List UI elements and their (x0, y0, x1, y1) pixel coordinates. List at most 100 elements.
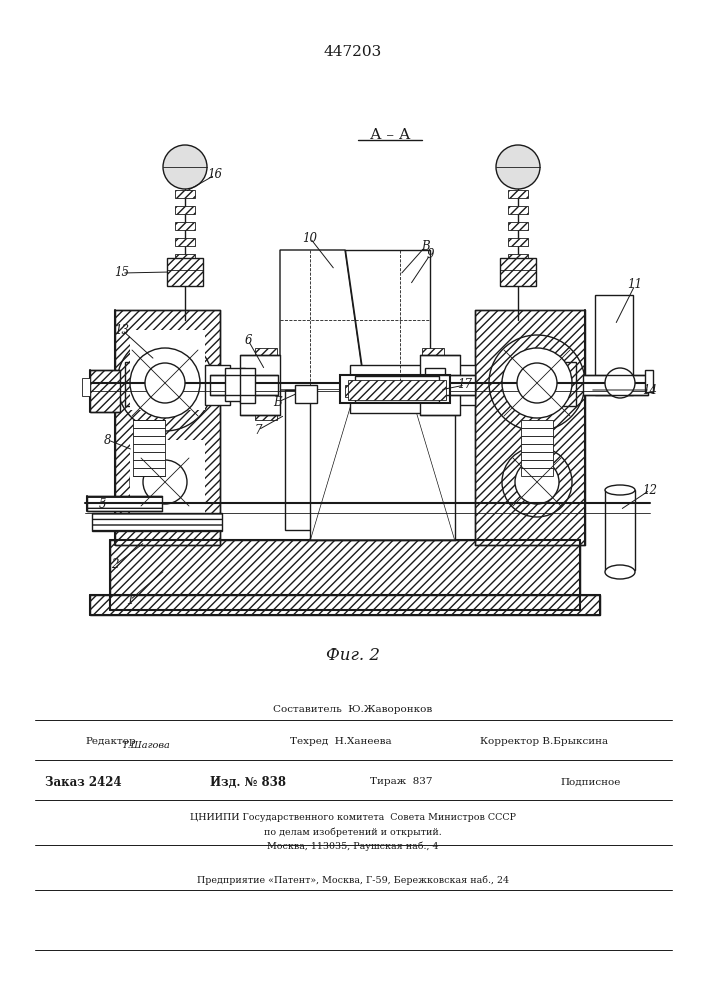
Text: по делам изобретений и открытий.: по делам изобретений и открытий. (264, 827, 442, 837)
Text: 10: 10 (303, 232, 317, 244)
Bar (348, 380, 446, 400)
Circle shape (117, 335, 213, 431)
Text: 9: 9 (426, 248, 434, 261)
Bar (125, 362, 153, 406)
Bar (350, 365, 440, 413)
Bar (450, 365, 475, 405)
Bar (133, 444, 165, 452)
Bar (521, 444, 553, 452)
Bar (92, 513, 222, 531)
Text: Техред  Н.Ханеева: Техред Н.Ханеева (290, 738, 392, 746)
Bar (255, 348, 277, 420)
Circle shape (502, 447, 572, 517)
Bar (175, 254, 195, 262)
Bar (130, 440, 205, 530)
Text: 17: 17 (457, 378, 472, 391)
Bar (422, 375, 475, 395)
Bar (583, 375, 648, 395)
Text: 7: 7 (255, 424, 262, 436)
Text: 12: 12 (643, 484, 658, 496)
Circle shape (515, 460, 559, 504)
Bar (87, 496, 162, 511)
Bar (167, 258, 203, 286)
Text: Т.Шагова: Т.Шагова (122, 742, 171, 750)
Ellipse shape (605, 485, 635, 495)
Polygon shape (345, 250, 430, 390)
Bar (133, 420, 165, 428)
Bar (110, 540, 580, 610)
Text: 447203: 447203 (324, 45, 382, 59)
Text: Тираж  837: Тираж 837 (370, 778, 433, 786)
Bar (90, 370, 120, 412)
Circle shape (502, 348, 572, 418)
Text: 14: 14 (643, 383, 658, 396)
Bar (175, 206, 195, 214)
Polygon shape (410, 390, 455, 540)
Circle shape (130, 348, 200, 418)
Circle shape (489, 335, 585, 431)
Polygon shape (280, 250, 365, 390)
Text: Москва, 113035, Раушская наб., 4: Москва, 113035, Раушская наб., 4 (267, 841, 439, 851)
Bar (508, 254, 528, 262)
Bar (521, 428, 553, 436)
Bar (355, 376, 439, 402)
Text: Составитель  Ю.Жаворонков: Составитель Ю.Жаворонков (274, 706, 433, 714)
Bar (521, 468, 553, 476)
Text: Заказ 2424: Заказ 2424 (45, 776, 122, 788)
Circle shape (517, 363, 557, 403)
Bar (82, 378, 90, 396)
Bar (521, 452, 553, 460)
Bar (645, 370, 653, 392)
Circle shape (496, 145, 540, 189)
Bar (205, 365, 230, 405)
Bar (90, 595, 600, 615)
Bar (240, 355, 280, 415)
Circle shape (163, 145, 207, 189)
Text: Предприятие «Патент», Москва, Г-59, Бережковская наб., 24: Предприятие «Патент», Москва, Г-59, Бере… (197, 875, 509, 885)
Bar (595, 295, 633, 395)
Bar (605, 490, 635, 570)
Text: 1: 1 (127, 593, 134, 606)
Bar (422, 348, 444, 420)
Text: ЦНИИПИ Государственного комитета  Совета Министров СССР: ЦНИИПИ Государственного комитета Совета … (190, 814, 516, 822)
Bar (175, 190, 195, 198)
Text: В: В (421, 240, 429, 253)
Bar (420, 355, 460, 415)
Bar (175, 222, 195, 230)
Bar (340, 375, 450, 403)
Text: Подписное: Подписное (560, 778, 620, 786)
Bar (508, 222, 528, 230)
Polygon shape (310, 390, 355, 540)
Bar (133, 452, 165, 460)
Text: 2: 2 (111, 558, 119, 572)
Circle shape (605, 368, 635, 398)
Text: 15: 15 (115, 266, 129, 279)
Text: 5: 5 (98, 497, 106, 510)
Text: 16: 16 (207, 168, 223, 182)
Bar (130, 330, 205, 410)
Bar (508, 270, 528, 278)
Text: 6: 6 (244, 334, 252, 347)
Bar (475, 310, 585, 545)
Text: 11: 11 (628, 278, 643, 292)
Text: Фиг. 2: Фиг. 2 (326, 647, 380, 664)
Bar (210, 375, 278, 395)
Bar (345, 385, 445, 397)
Bar (133, 428, 165, 436)
Bar (500, 258, 536, 286)
Text: 13: 13 (115, 324, 129, 336)
Circle shape (143, 460, 187, 504)
Bar (521, 420, 553, 428)
Polygon shape (310, 390, 455, 540)
Text: Редактор: Редактор (85, 738, 136, 746)
Ellipse shape (605, 565, 635, 579)
Bar (548, 362, 576, 406)
Bar (240, 368, 255, 403)
Bar (175, 270, 195, 278)
Text: Изд. № 838: Изд. № 838 (210, 776, 286, 788)
Bar (521, 460, 553, 468)
Text: Б: Б (274, 395, 282, 408)
Bar (133, 460, 165, 468)
Bar (598, 298, 630, 392)
Bar (175, 238, 195, 246)
